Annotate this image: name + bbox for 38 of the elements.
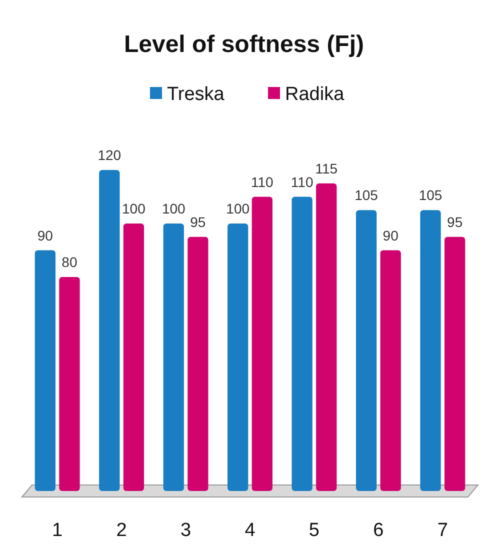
data-label: 115	[315, 160, 338, 176]
data-label: 105	[418, 187, 442, 204]
x-tick-label: 7	[437, 520, 448, 541]
data-label: 100	[162, 200, 186, 216]
data-label: 120	[98, 147, 122, 163]
bar	[188, 236, 208, 491]
x-tick-label: 1	[52, 520, 63, 541]
data-label: 90	[37, 227, 54, 244]
bar	[34, 250, 56, 491]
chart-title: Level of softness (Fj)	[124, 31, 364, 58]
bar	[59, 277, 80, 491]
bar	[123, 224, 144, 491]
x-tick-label: 2	[116, 520, 127, 541]
x-tick-label: 3	[180, 520, 192, 541]
bar	[252, 196, 272, 491]
bar	[316, 183, 337, 491]
data-label: 95	[447, 214, 463, 230]
bar	[163, 224, 184, 491]
x-tick-label: 6	[373, 520, 384, 541]
x-tick-label: 4	[244, 520, 256, 541]
data-label: 90	[382, 227, 399, 244]
bar	[356, 210, 377, 491]
bar	[444, 236, 466, 491]
x-tick-label: 5	[308, 520, 320, 541]
legend-label: Radika	[285, 84, 345, 105]
data-label: 80	[62, 254, 78, 270]
data-label: 110	[290, 174, 314, 190]
legend-label: Treska	[167, 84, 225, 105]
data-label: 110	[250, 174, 274, 190]
data-label: 100	[122, 200, 146, 216]
data-label: 100	[226, 200, 250, 216]
bar	[420, 210, 441, 491]
bar	[292, 196, 312, 491]
bar	[228, 224, 248, 491]
bar	[380, 250, 401, 491]
data-label: 95	[190, 214, 206, 230]
data-label: 105	[354, 187, 378, 204]
bar	[99, 170, 120, 491]
